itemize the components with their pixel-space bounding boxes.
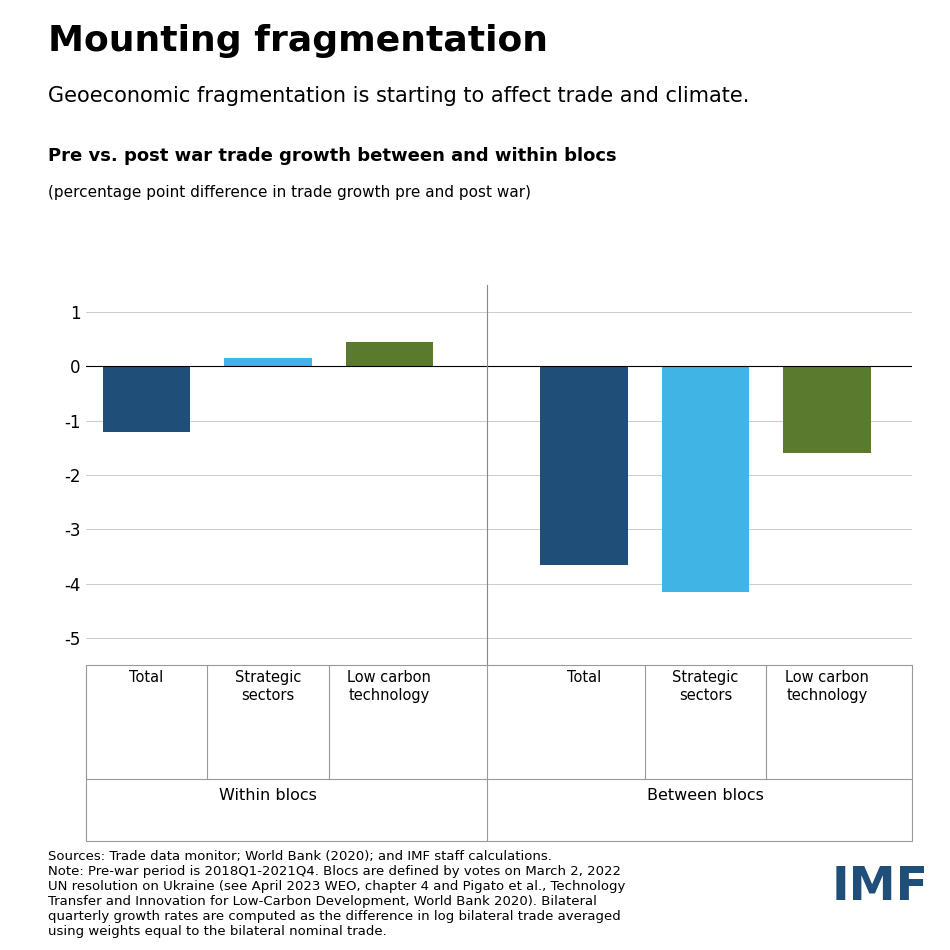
- Text: Low carbon
technology: Low carbon technology: [348, 671, 431, 703]
- Bar: [103, 367, 190, 431]
- Text: Strategic
sectors: Strategic sectors: [235, 671, 301, 703]
- Text: Total: Total: [129, 671, 163, 685]
- Bar: [540, 367, 628, 564]
- Bar: [783, 367, 870, 453]
- Text: IMF: IMF: [831, 865, 928, 910]
- Text: Sources: Trade data monitor; World Bank (2020); and IMF staff calculations.
Note: Sources: Trade data monitor; World Bank …: [48, 850, 625, 939]
- Text: Strategic
sectors: Strategic sectors: [673, 671, 738, 703]
- Text: Mounting fragmentation: Mounting fragmentation: [48, 24, 547, 58]
- Text: Within blocs: Within blocs: [218, 788, 316, 803]
- Text: Low carbon
technology: Low carbon technology: [785, 671, 869, 703]
- Text: (percentage point difference in trade growth pre and post war): (percentage point difference in trade gr…: [48, 185, 530, 200]
- Text: Between blocs: Between blocs: [647, 788, 764, 803]
- Bar: [346, 342, 433, 367]
- Text: Total: Total: [567, 671, 601, 685]
- Bar: [661, 367, 750, 592]
- Text: Geoeconomic fragmentation is starting to affect trade and climate.: Geoeconomic fragmentation is starting to…: [48, 86, 749, 105]
- Bar: [224, 358, 312, 367]
- Text: Pre vs. post war trade growth between and within blocs: Pre vs. post war trade growth between an…: [48, 147, 617, 165]
